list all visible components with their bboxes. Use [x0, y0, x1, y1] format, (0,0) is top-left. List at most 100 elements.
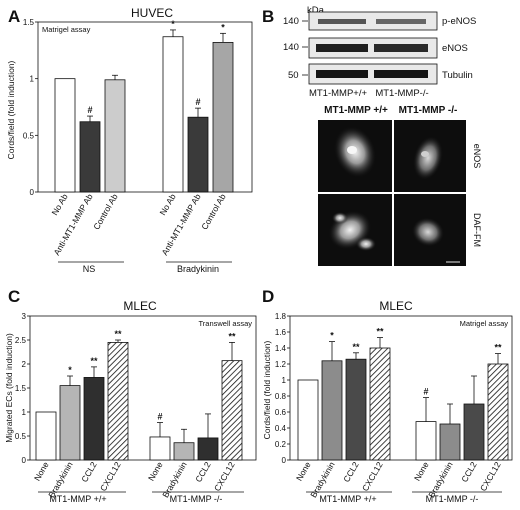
panel-c-bar-0: [35, 411, 57, 461]
panel-c-significance-7: **: [228, 331, 236, 341]
panel-c-bar-2: [83, 377, 105, 461]
panel-a-bar-2: [104, 79, 126, 193]
panel-a-significance-4: #: [195, 97, 200, 107]
micro-row-label-enos: eNOS: [472, 144, 482, 169]
panel-d-category-label-2: CCL2: [341, 460, 361, 484]
panel-d-significance-7: **: [494, 343, 502, 353]
blot-strip-enos: [308, 37, 438, 59]
panel-d-category-label-4: None: [412, 460, 431, 483]
panel-d-bar-chart: Matrigel assay Cords/field (fold inducti…: [262, 312, 513, 504]
panel-c-bar-3: [107, 341, 129, 461]
panel-d-bar-1: [321, 360, 343, 461]
band-tubulin-ko: [374, 70, 428, 78]
panel-a-category-label-0: No Ab: [49, 192, 69, 217]
micrograph-grid: MT1-MMP +/+ MT1-MMP -/- eNOS DAF-FM: [318, 105, 482, 266]
panel-d-significance-3: **: [376, 327, 384, 337]
panel-a-ylabel: Cords/field (fold induction): [6, 60, 16, 159]
panel-a-category-label-2: Control Ab: [91, 192, 120, 232]
panel-a-ytick-label: 0.5: [23, 131, 35, 140]
band-enos-ko: [374, 44, 428, 52]
panel-d-annotation: Matrigel assay: [460, 319, 509, 328]
panel-a-bar-0: [54, 78, 76, 193]
panel-c-bar-7: [221, 360, 243, 461]
blot-strip-tubulin: [308, 63, 438, 85]
panel-c-ytick-label: 0.5: [15, 432, 27, 441]
western-marker-2: 140: [283, 42, 299, 53]
panel-c-significance-2: **: [90, 356, 98, 366]
micro-row-label-daf-fm: DAF-FM: [472, 213, 482, 247]
band-enos-wt: [316, 44, 368, 52]
panel-c-significance-1: *: [68, 365, 72, 375]
panel-d-bar-7: [487, 363, 509, 461]
panel-d-bar-5: [439, 423, 461, 461]
panel-d-bar-0: [297, 379, 319, 461]
panel-a-letter: A: [8, 7, 20, 26]
micro-col-label-wt: MT1-MMP +/+: [324, 105, 388, 116]
panel-a-ytick-label: 1: [30, 75, 35, 84]
panel-c-category-label-0: None: [32, 460, 51, 483]
panel-c-category-label-3: CXCL12: [98, 460, 123, 493]
panel-d-category-label-7: CXCL12: [478, 460, 503, 493]
panel-a-group-ns: NS: [83, 264, 96, 274]
panel-d-significance-1: *: [330, 331, 334, 341]
western-marker-1: 140: [283, 16, 299, 27]
band-p-enos-ko: [376, 19, 426, 24]
panel-a-bar-5: [212, 42, 234, 193]
panel-c-ytick-label: 2: [22, 360, 27, 369]
panel-c-bar-chart: Transwell assay Migrated ECs (fold induc…: [4, 312, 257, 504]
lane-label-ko: MT1-MMP-/-: [375, 88, 428, 99]
western-blot: kDa 140 140 50 p-eNOS eNOS Tubulin MT1-M…: [283, 5, 476, 99]
panel-d-frame: [289, 315, 513, 461]
panel-a-bar-3: [162, 36, 184, 193]
band-p-enos-wt: [318, 19, 366, 24]
panel-a-ytick-label: 0: [30, 188, 35, 197]
panel-c-title: MLEC: [123, 299, 157, 313]
panel-a-significance-5: *: [221, 22, 225, 32]
panel-c-ytick-label: 1.5: [15, 384, 27, 393]
panel-a-category-label-3: No Ab: [157, 192, 177, 217]
band-label-enos: eNOS: [442, 43, 468, 54]
panel-d-ytick-label: 0.6: [275, 408, 287, 417]
panel-a-group-bradykinin: Bradykinin: [177, 264, 219, 274]
panel-c-ytick-label: 0: [22, 456, 27, 465]
panel-a-significance-1: #: [87, 105, 92, 115]
panel-d-group-wt: MT1-MMP +/+: [319, 494, 376, 504]
lane-label-wt: MT1-MMP+/+: [309, 88, 368, 99]
panel-c-category-label-4: None: [146, 460, 165, 483]
panel-c-ytick-label: 1: [22, 408, 27, 417]
panel-c-bar-1: [59, 385, 81, 461]
blot-strip-p-enos: [308, 11, 438, 31]
panel-d-bar-2: [345, 358, 367, 461]
panel-d-letter: D: [262, 287, 274, 306]
panel-a-bar-4: [187, 116, 209, 193]
panel-d-significance-2: **: [352, 342, 360, 352]
panel-c-letter: C: [8, 287, 20, 306]
panel-d-ytick-label: 1.6: [275, 328, 287, 337]
panel-d-category-label-6: CCL2: [459, 460, 479, 484]
panel-c-group-wt: MT1-MMP +/+: [49, 494, 106, 504]
band-tubulin-wt: [316, 70, 368, 78]
panel-a-significance-3: *: [171, 19, 175, 29]
panel-c-significance-3: **: [114, 329, 122, 339]
panel-d-ytick-label: 1.8: [275, 312, 287, 321]
panel-a-category-label-5: Control Ab: [199, 192, 228, 232]
panel-c-ylabel: Migrated ECs (fold induction): [4, 333, 14, 443]
panel-c-ytick-label: 2.5: [15, 336, 27, 345]
panel-c-significance-4: #: [157, 412, 162, 422]
panel-d-ytick-label: 0.2: [275, 440, 287, 449]
panel-a-title: HUVEC: [131, 6, 173, 20]
panel-d-group-ko: MT1-MMP -/-: [426, 494, 479, 504]
panel-a-annotation: Matrigel assay: [42, 25, 91, 34]
panel-c-category-label-7: CXCL12: [212, 460, 237, 493]
panel-d-bar-3: [369, 347, 391, 461]
panel-a-frame: [37, 21, 253, 193]
panel-a-ytick-label: 1.5: [23, 18, 35, 27]
band-label-p-enos: p-eNOS: [442, 16, 476, 27]
panel-d-ytick-label: 1.2: [275, 360, 287, 369]
panel-d-ylabel: Cords/field (fold induction): [262, 340, 272, 439]
panel-c-bar-4: [149, 436, 171, 461]
band-label-tubulin: Tubulin: [442, 70, 473, 81]
western-kda-label: kDa: [307, 5, 325, 16]
panel-c-category-label-6: CCL2: [193, 460, 213, 484]
panel-b-letter: B: [262, 7, 274, 26]
